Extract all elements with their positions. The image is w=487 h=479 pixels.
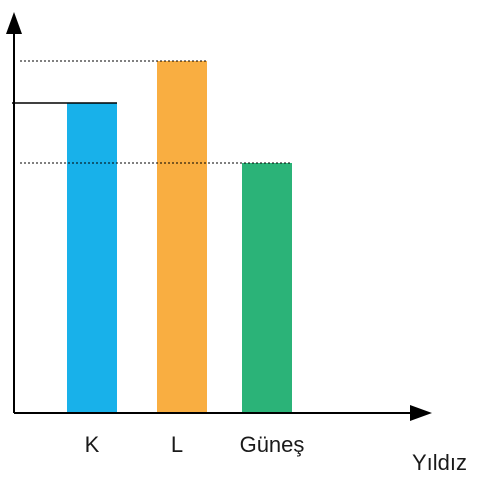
reference-lines-group [12,60,292,164]
tick-label-k: K [85,432,100,457]
bars-group [67,61,292,413]
bar-l [157,61,207,413]
tick-label-g-ne-: Güneş [240,432,305,457]
bar-g-ne- [242,163,292,413]
axes-group [6,12,432,421]
x-axis-arrow-icon [410,405,432,421]
bar-k [67,103,117,413]
tick-labels-group: K L Güneş [85,432,305,457]
x-axis-title: Yıldız [412,450,467,475]
y-axis-arrow-icon [6,12,22,34]
tick-label-l: L [171,432,183,457]
